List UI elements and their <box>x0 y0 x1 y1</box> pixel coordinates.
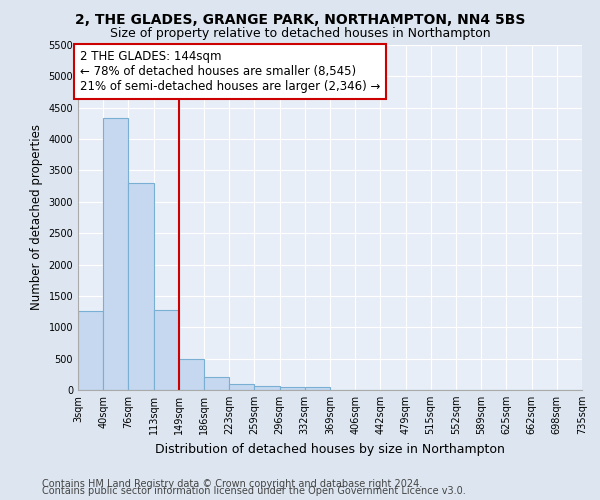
Bar <box>154 310 179 390</box>
Text: Contains HM Land Registry data © Crown copyright and database right 2024.: Contains HM Land Registry data © Crown c… <box>42 479 422 489</box>
Text: 2, THE GLADES, GRANGE PARK, NORTHAMPTON, NN4 5BS: 2, THE GLADES, GRANGE PARK, NORTHAMPTON,… <box>75 12 525 26</box>
Bar <box>280 386 305 390</box>
Bar <box>229 384 254 390</box>
Text: 2 THE GLADES: 144sqm
← 78% of detached houses are smaller (8,545)
21% of semi-de: 2 THE GLADES: 144sqm ← 78% of detached h… <box>80 50 380 93</box>
Bar <box>179 360 204 390</box>
Bar <box>103 118 128 390</box>
Text: Contains public sector information licensed under the Open Government Licence v3: Contains public sector information licen… <box>42 486 466 496</box>
Bar <box>254 386 280 390</box>
X-axis label: Distribution of detached houses by size in Northampton: Distribution of detached houses by size … <box>155 442 505 456</box>
Bar <box>204 377 229 390</box>
Bar <box>128 183 154 390</box>
Bar <box>305 388 330 390</box>
Bar <box>78 311 103 390</box>
Text: Size of property relative to detached houses in Northampton: Size of property relative to detached ho… <box>110 28 490 40</box>
Y-axis label: Number of detached properties: Number of detached properties <box>30 124 43 310</box>
